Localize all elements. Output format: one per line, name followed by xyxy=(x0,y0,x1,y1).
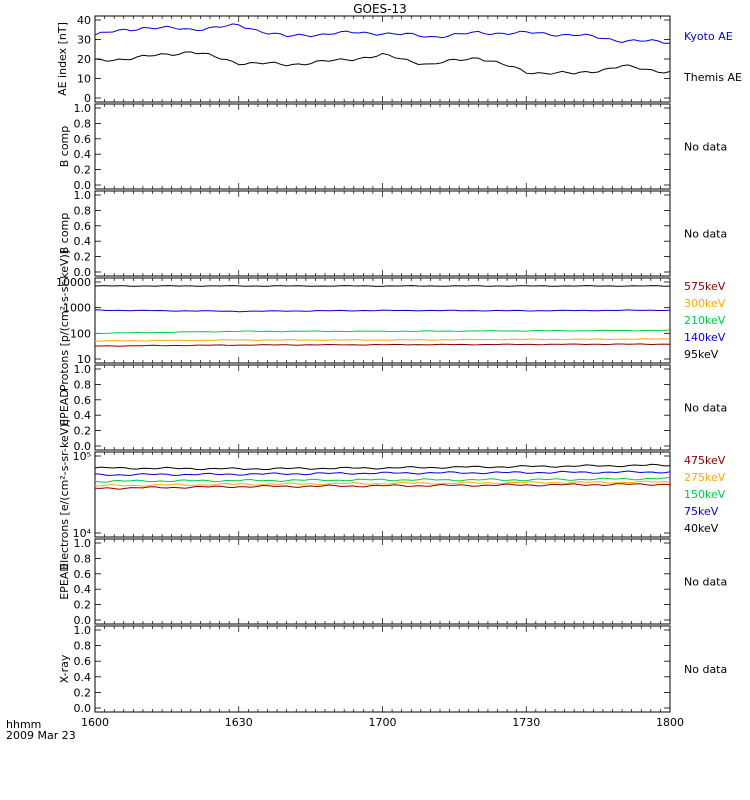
time-unit-label: hhmm xyxy=(6,718,42,731)
x-tick-label: 1600 xyxy=(81,716,109,729)
y-axis-label: X-ray xyxy=(58,654,71,683)
y-axis-label: Protons [p/(cm²-s-sr-keV)] xyxy=(58,250,71,391)
panel-frame xyxy=(94,364,671,451)
y-tick-label: 0.2 xyxy=(74,686,92,699)
legend-entry: 575keV xyxy=(684,280,726,293)
y-tick-label: 0.8 xyxy=(74,378,92,391)
y-tick-label: 1.0 xyxy=(74,189,92,202)
x-tick-label: 1730 xyxy=(512,716,540,729)
y-tick-label: 0.4 xyxy=(74,583,92,596)
no-data-note: No data xyxy=(684,663,727,676)
y-axis-label: AE index [nT] xyxy=(56,22,69,96)
series-line-140kev xyxy=(94,309,671,313)
x-tick-label: 1700 xyxy=(369,716,397,729)
y-tick-label: 10 xyxy=(77,73,91,86)
legend-entry: 210keV xyxy=(684,314,726,327)
y-tick-label: 10⁴ xyxy=(73,527,92,540)
x-tick-label: 1630 xyxy=(225,716,253,729)
y-tick-label: 0.8 xyxy=(74,552,92,565)
y-axis-label: EPEAD xyxy=(58,389,71,426)
legend-entry: 150keV xyxy=(684,488,726,501)
panel-frame xyxy=(94,277,671,364)
y-tick-label: 0.4 xyxy=(74,409,92,422)
y-tick-label: 0.0 xyxy=(74,179,92,192)
panel-frame xyxy=(94,451,671,538)
y-axis-label: B comp xyxy=(58,126,71,168)
series-line-210kev xyxy=(94,329,671,335)
legend-kyoto-ae: Kyoto AE xyxy=(684,30,733,43)
y-tick-label: 0.6 xyxy=(74,568,92,581)
series-line-kyoto-ae xyxy=(94,23,670,44)
y-tick-label: 0.6 xyxy=(74,133,92,146)
legend-entry: 75keV xyxy=(684,505,719,518)
y-tick-label: 0.6 xyxy=(74,394,92,407)
y-tick-label: 0.6 xyxy=(74,220,92,233)
y-axis-label: EPEAD xyxy=(58,563,71,600)
legend-themis-ae: Themis AE xyxy=(683,71,742,84)
y-tick-label: 0 xyxy=(84,92,91,105)
series-line-275kev xyxy=(94,480,671,487)
series-line-themis-ae xyxy=(94,51,671,75)
series-line-575kev xyxy=(95,343,671,347)
series-line-40kev xyxy=(94,463,671,471)
y-tick-label: 10 xyxy=(77,353,91,366)
y-tick-label: 1000 xyxy=(63,302,91,315)
legend-entry: 40keV xyxy=(684,522,719,535)
panel-frame xyxy=(94,103,671,190)
y-tick-label: 1.0 xyxy=(74,537,92,550)
legend-entry: 300keV xyxy=(684,297,726,310)
no-data-note: No data xyxy=(684,576,727,589)
no-data-note: No data xyxy=(684,141,727,154)
y-tick-label: 0.6 xyxy=(74,655,92,668)
y-tick-label: 0.0 xyxy=(74,440,92,453)
series-line-300kev xyxy=(94,338,671,342)
panel-frame xyxy=(94,538,671,625)
y-tick-label: 0.8 xyxy=(74,640,92,653)
y-tick-label: 0.0 xyxy=(74,266,92,279)
no-data-note: No data xyxy=(684,228,727,241)
y-tick-label: 10⁵ xyxy=(73,450,91,463)
y-tick-label: 0.4 xyxy=(74,235,92,248)
y-tick-label: 0.2 xyxy=(74,251,92,264)
legend-entry: 475keV xyxy=(684,454,726,467)
x-tick-label: 1800 xyxy=(656,716,684,729)
y-axis-label: Electrons [e/(cm²-s-sr-keV)] xyxy=(58,419,71,570)
y-axis-label: B comp xyxy=(58,213,71,255)
y-tick-label: 10000 xyxy=(56,276,91,289)
legend-entry: 275keV xyxy=(684,471,726,484)
plot-title: GOES-13 xyxy=(353,2,407,16)
series-line-95kev xyxy=(94,285,671,287)
y-tick-label: 0.0 xyxy=(74,614,92,627)
y-tick-label: 0.4 xyxy=(74,671,92,684)
y-tick-label: 40 xyxy=(77,14,91,27)
y-tick-label: 0.2 xyxy=(74,425,92,438)
series-line-75kev xyxy=(94,470,671,476)
y-tick-label: 0.2 xyxy=(74,164,92,177)
panel-frame xyxy=(94,190,671,277)
y-tick-label: 100 xyxy=(70,327,91,340)
y-tick-label: 20 xyxy=(77,53,91,66)
y-tick-label: 1.0 xyxy=(74,624,92,637)
panel-frame xyxy=(94,625,671,713)
date-label: 2009 Mar 23 xyxy=(6,729,76,742)
y-tick-label: 0.2 xyxy=(74,599,92,612)
legend-entry: 140keV xyxy=(684,331,726,344)
y-tick-label: 0.8 xyxy=(74,204,92,217)
y-tick-label: 1.0 xyxy=(74,363,92,376)
y-tick-label: 0.4 xyxy=(74,148,92,161)
no-data-note: No data xyxy=(684,402,727,415)
y-tick-label: 0.0 xyxy=(74,702,92,715)
y-tick-label: 30 xyxy=(77,34,91,47)
legend-entry: 95keV xyxy=(684,348,719,361)
series-line-475kev xyxy=(94,483,671,490)
y-tick-label: 0.8 xyxy=(74,117,92,130)
series-line-150kev xyxy=(94,476,671,483)
y-tick-label: 1.0 xyxy=(74,102,92,115)
